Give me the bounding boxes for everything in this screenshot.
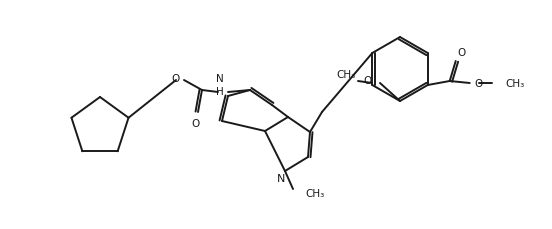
- Text: O: O: [192, 118, 200, 128]
- Text: O: O: [458, 48, 466, 58]
- Text: H: H: [216, 87, 224, 97]
- Text: O: O: [364, 76, 372, 86]
- Text: O: O: [172, 74, 180, 84]
- Text: CH₃: CH₃: [337, 70, 356, 80]
- Text: CH₃: CH₃: [305, 188, 324, 198]
- Text: O: O: [475, 79, 483, 89]
- Text: N: N: [277, 173, 285, 183]
- Text: CH₃: CH₃: [506, 79, 525, 89]
- Text: N: N: [216, 74, 224, 84]
